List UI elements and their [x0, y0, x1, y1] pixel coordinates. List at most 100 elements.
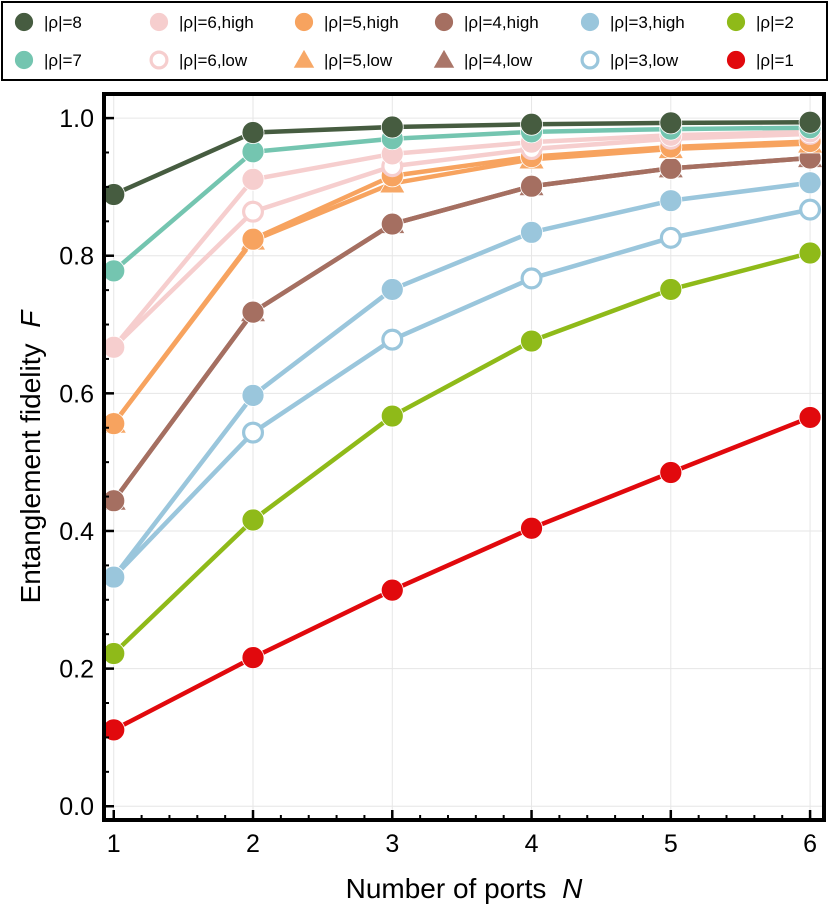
legend-label: |ρ|=6,low — [179, 51, 248, 70]
ticks: 1 2 3 4 5 6 0.0 0.2 0.4 0.6 0.8 1.0 — [59, 105, 817, 858]
legend-marker — [726, 50, 746, 70]
legend-item-rho-4-high: |ρ|=4,high — [434, 12, 539, 32]
y-tick-label: 0.8 — [59, 243, 94, 271]
data-point — [241, 508, 265, 532]
legend-item-rho-1: |ρ|=1 — [726, 50, 794, 70]
legend-marker — [149, 50, 169, 70]
data-point — [380, 212, 404, 236]
series-line — [112, 415, 811, 732]
series-line — [111, 139, 811, 425]
data-point — [799, 198, 822, 221]
series-rho-1 — [102, 406, 822, 742]
x-tick-label: 5 — [664, 830, 678, 858]
x-tick-label: 3 — [385, 830, 399, 858]
x-tick-label: 4 — [525, 830, 539, 858]
legend-label: |ρ|=1 — [756, 51, 794, 70]
series-line — [112, 125, 811, 273]
data-point — [102, 565, 126, 589]
data-point — [520, 112, 543, 136]
series-line — [112, 119, 811, 197]
data-point — [520, 220, 543, 244]
y-tick-label: 0.6 — [59, 380, 94, 408]
data-point — [241, 167, 265, 191]
data-point — [659, 226, 682, 249]
data-point — [659, 156, 683, 180]
data-point — [798, 171, 822, 195]
data-point — [241, 646, 265, 669]
legend-label: |ρ|=4,high — [464, 13, 539, 32]
x-axis-title-text: Number of ports — [346, 873, 547, 904]
x-tick-label: 6 — [803, 830, 817, 858]
y-axis-title-text: Entanglement fidelity — [15, 343, 46, 603]
x-axis-title: Number of ports N — [346, 873, 584, 904]
data-point — [380, 278, 404, 301]
legend-item-rho-8: |ρ|=8 — [14, 12, 82, 32]
series-rho-6-low — [102, 122, 822, 359]
data-point — [102, 259, 126, 283]
data-point — [241, 227, 265, 251]
y-tick-label: 0.2 — [59, 656, 94, 684]
legend-marker — [14, 50, 34, 70]
data-point — [102, 412, 126, 436]
legend-item-rho-6-high: |ρ|=6,high — [149, 12, 254, 32]
legend-item-rho-5-low: |ρ|=5,low — [292, 48, 393, 70]
legend-item-rho-2: |ρ|=2 — [726, 12, 794, 32]
series-line — [112, 207, 811, 579]
legend-marker — [434, 12, 454, 32]
legend-item-rho-3-low: |ρ|=3,low — [580, 50, 679, 70]
series-rho-8 — [102, 110, 822, 206]
data-point — [241, 300, 265, 324]
legend-label: |ρ|=3,high — [610, 13, 685, 32]
y-axis-title: Entanglement fidelity F — [15, 309, 46, 604]
series-rho-7 — [102, 116, 822, 283]
y-axis-variable: F — [15, 309, 46, 328]
legend-marker — [292, 48, 316, 69]
data-point — [659, 461, 683, 484]
series-rho-2 — [102, 241, 822, 665]
legend-item-rho-7: |ρ|=7 — [14, 50, 82, 70]
y-tick-label: 0.0 — [59, 793, 94, 821]
legend-item-rho-3-high: |ρ|=3,high — [580, 12, 685, 32]
x-tick-label: 2 — [246, 830, 260, 858]
data-point — [241, 121, 265, 144]
data-point — [242, 200, 265, 223]
y-tick-label: 1.0 — [59, 105, 94, 133]
data-point — [659, 278, 683, 301]
series-rho-3-high — [102, 171, 822, 589]
legend-label: |ρ|=3,low — [610, 51, 679, 70]
legend-label: |ρ|=2 — [756, 13, 794, 32]
x-axis-variable: N — [562, 873, 583, 904]
y-tick-label: 0.4 — [59, 518, 94, 546]
data-point — [798, 406, 822, 429]
legend-label: |ρ|=7 — [44, 51, 82, 70]
series-line — [112, 131, 811, 349]
legend-marker — [580, 12, 600, 32]
data-point — [102, 642, 126, 665]
data-point — [659, 111, 683, 135]
legend-item-rho-6-low: |ρ|=6,low — [149, 50, 248, 70]
series-rho-5-high — [102, 130, 822, 436]
legend-label: |ρ|=4,low — [464, 51, 533, 70]
data-point — [520, 329, 543, 353]
legend-marker — [432, 48, 456, 69]
series-line — [111, 180, 811, 579]
series-line — [112, 129, 811, 349]
series-rho-4-high — [102, 146, 822, 513]
data-point — [380, 404, 404, 428]
data-point — [242, 421, 265, 444]
data-point — [659, 189, 683, 213]
legend-label: |ρ|=6,high — [179, 13, 254, 32]
data-point — [241, 140, 265, 164]
legend-marker — [580, 50, 600, 70]
data-point — [380, 578, 404, 602]
legend-item-rho-5-high: |ρ|=5,high — [294, 12, 399, 32]
data-point — [520, 267, 543, 290]
data-point — [241, 384, 265, 407]
data-point — [380, 115, 404, 139]
legend-label: |ρ|=8 — [44, 13, 82, 32]
data-point — [520, 174, 543, 198]
plot-frame — [102, 92, 826, 822]
series-line — [111, 155, 811, 503]
data-point — [520, 516, 543, 540]
